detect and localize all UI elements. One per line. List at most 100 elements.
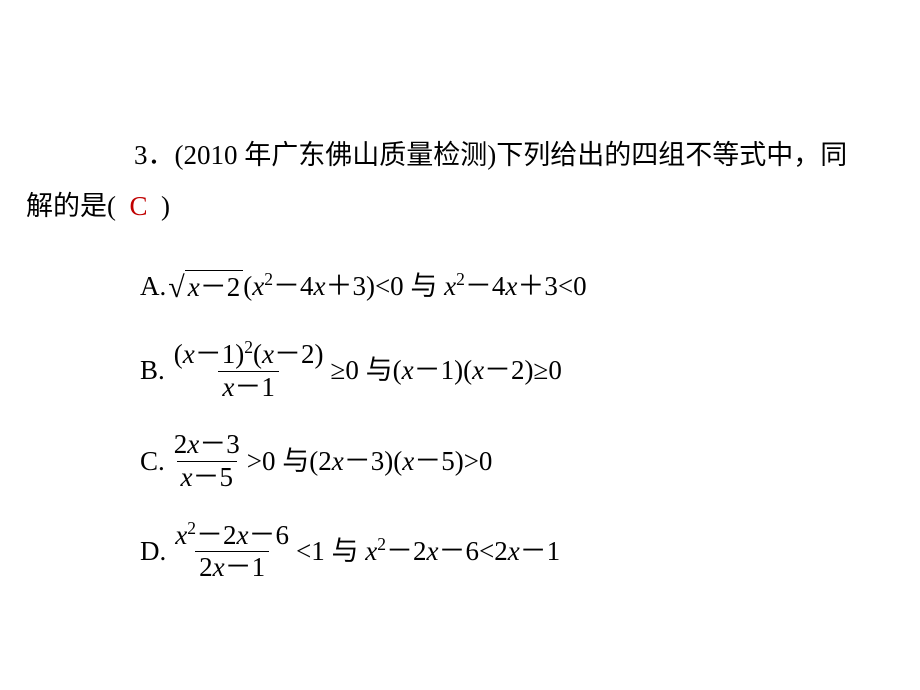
paren-open: ( (107, 191, 116, 221)
yu: 与 (282, 446, 309, 476)
radical-sign: √ (168, 273, 184, 303)
option-a-rhs: x2－4x＋3<0 (444, 261, 586, 312)
source-prefix: (2010 (175, 140, 238, 170)
option-a-sqrt: √ x－2 (168, 270, 243, 303)
option-a: A. √ x－2 (x2－4x＋3)<0 与 x2－4x＋3<0 (140, 261, 860, 312)
c2: 2 (174, 429, 188, 459)
s2: 2 (456, 269, 465, 289)
x2: x (237, 520, 249, 550)
m: － (196, 520, 223, 550)
option-b: B. (x－1)2(x－2) x－1 ≥0 与 (x－1)(x－2)≥0 (140, 340, 860, 402)
rp: ) (235, 339, 244, 369)
x: x (181, 462, 193, 492)
m: － (193, 462, 220, 492)
x: x (365, 536, 377, 566)
d-cmp: <1 (296, 526, 325, 577)
s2: 2 (187, 518, 196, 538)
options-list: A. √ x－2 (x2－4x＋3)<0 与 x2－4x＋3<0 B. (x－1… (140, 261, 860, 583)
rp: ) (454, 355, 463, 385)
lp2: ( (393, 446, 402, 476)
frac-num: 2x－3 (170, 430, 244, 461)
c2: 2 (301, 339, 315, 369)
c3: 3 (544, 271, 558, 301)
c1: 1 (547, 536, 561, 566)
op: － (273, 271, 300, 301)
option-c-label: C. (140, 436, 165, 487)
option-c: C. 2x－3 x－5 >0 与 (2x－3)(x－5)>0 (140, 430, 860, 492)
lp2: ( (253, 339, 262, 369)
c-cmp: >0 (247, 436, 276, 487)
minus: － (200, 272, 227, 302)
c2b: 2 (494, 536, 508, 566)
frac-num: x2－2x－6 (171, 521, 293, 552)
answer-letter: C (130, 191, 148, 221)
m2: － (274, 339, 301, 369)
x2: x (472, 355, 484, 385)
c1: 1 (252, 552, 266, 582)
gt0: >0 (464, 446, 493, 476)
var-x: x (188, 272, 200, 302)
rp2: ) (455, 446, 464, 476)
source-suffix: ) (487, 140, 496, 170)
lp: ( (309, 446, 318, 476)
ge0: ≥0 (534, 355, 562, 385)
x2: x (426, 536, 438, 566)
c1: 1 (261, 372, 275, 402)
x: x (175, 520, 187, 550)
x: x (402, 355, 414, 385)
conj-d: 与 (325, 526, 366, 577)
conj-b: 与 (359, 345, 393, 396)
conj-a: 与 (404, 261, 445, 312)
option-a-label: A. (140, 261, 166, 312)
rp2: ) (525, 355, 534, 385)
option-b-rhs: (x－1)(x－2)≥0 (393, 345, 562, 396)
c2: 2 (413, 536, 427, 566)
m: － (199, 429, 226, 459)
lt0: <0 (558, 271, 587, 301)
c3: 3 (371, 446, 385, 476)
stem-part1: 下列给出的四组不等式中，同 (496, 140, 847, 170)
m2: － (248, 520, 275, 550)
c5: 5 (441, 446, 455, 476)
m: － (225, 552, 252, 582)
paren-close: ) (161, 191, 170, 221)
frac-den: 2x－1 (195, 551, 269, 583)
c3: 3 (352, 271, 366, 301)
frac-num: (x－1)2(x－2) (170, 340, 328, 371)
stem-part2: 解的是 (26, 191, 107, 221)
x: x (505, 271, 517, 301)
frac-den: x－5 (177, 461, 237, 493)
lp: ( (393, 355, 402, 385)
yu: 与 (410, 271, 437, 301)
question-stem: 3．(2010 年广东佛山质量检测)下列给出的四组不等式中，同 解的是( C ) (80, 130, 860, 233)
c1: 1 (441, 355, 455, 385)
b-cmp: ≥0 (331, 345, 359, 396)
frac-den: x－1 (218, 371, 278, 403)
m: － (465, 271, 492, 301)
c3: 3 (226, 429, 240, 459)
c5: 5 (220, 462, 234, 492)
option-d-frac: x2－2x－6 2x－1 (171, 521, 293, 583)
x2: x (262, 339, 274, 369)
c2: 2 (223, 520, 237, 550)
m: － (344, 446, 371, 476)
m2: － (484, 355, 511, 385)
op2: ＋ (325, 271, 352, 301)
yu: 与 (331, 536, 358, 566)
lt0: <0 (375, 271, 404, 301)
slide-page: 3．(2010 年广东佛山质量检测)下列给出的四组不等式中，同 解的是( C )… (0, 0, 920, 690)
lp: ( (174, 339, 183, 369)
x: x (187, 429, 199, 459)
c6: 6 (465, 536, 479, 566)
lp2: ( (463, 355, 472, 385)
m3: － (520, 536, 547, 566)
num-2: 2 (227, 272, 241, 302)
x: x (332, 446, 344, 476)
x: x (213, 552, 225, 582)
x: x (444, 271, 456, 301)
option-d: D. x2－2x－6 2x－1 <1 与 x2－2x－6<2x－1 (140, 521, 860, 583)
lp: ( (243, 271, 252, 301)
m: － (414, 355, 441, 385)
c2: 2 (511, 355, 525, 385)
rp: ) (366, 271, 375, 301)
